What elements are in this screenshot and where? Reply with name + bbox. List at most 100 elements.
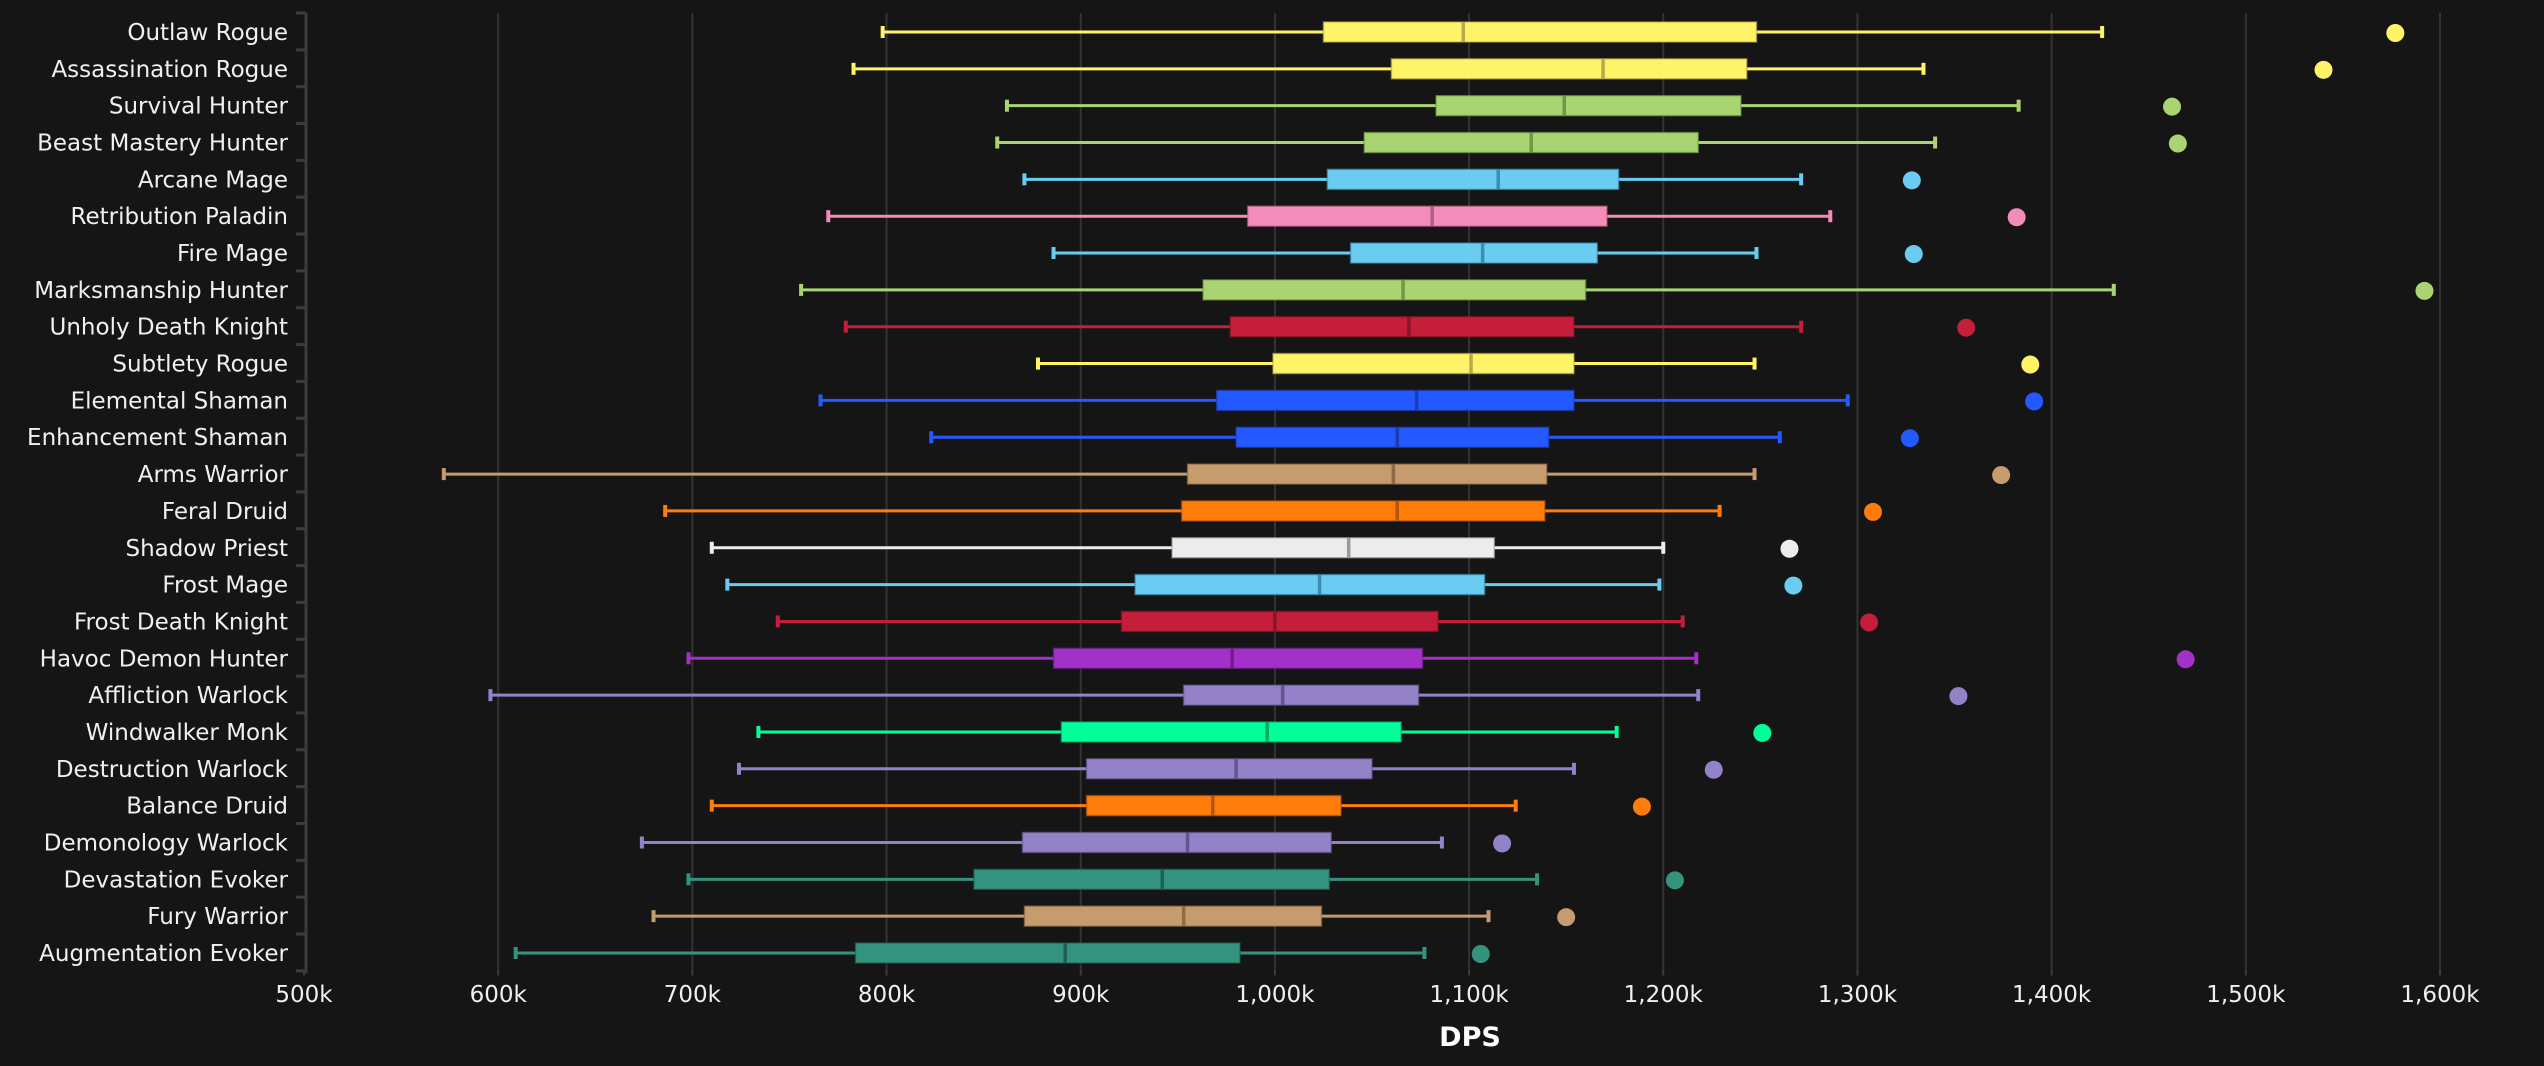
box-row: Marksmanship Hunter <box>34 278 2434 304</box>
row-label: Unholy Death Knight <box>50 315 288 341</box>
x-tick-label: 800k <box>858 982 916 1008</box>
outlier-dot <box>1949 687 1968 706</box>
box-row: Elemental Shaman <box>71 388 2044 414</box>
outlier-dot <box>1665 871 1684 890</box>
whisker-cap-high <box>1921 62 1926 75</box>
box-row: Subtlety Rogue <box>112 352 2040 378</box>
whisker-cap-low <box>709 541 714 554</box>
outlier-dot <box>1704 760 1723 779</box>
box-row: Frost Death Knight <box>74 609 1879 635</box>
iqr-box <box>1272 352 1575 375</box>
whisker-cap-high <box>1694 652 1699 665</box>
y-axis <box>296 11 308 974</box>
row-label: Beast Mastery Hunter <box>37 131 288 157</box>
whisker-cap-high <box>1422 947 1427 959</box>
row-label: Havoc Demon Hunter <box>40 646 289 672</box>
iqr-box <box>1235 426 1550 448</box>
whisker-cap-low <box>851 62 856 75</box>
whisker-cap-high <box>1799 320 1804 333</box>
whisker-cap-high <box>1717 504 1722 517</box>
x-tick-label: 1,300k <box>1818 982 1898 1008</box>
outlier-dot <box>1992 466 2011 485</box>
whisker-cap-low <box>686 652 691 665</box>
whisker-cap-low <box>826 210 831 223</box>
whisker-cap-high <box>1657 578 1662 591</box>
whisker-cap-high <box>1696 689 1701 702</box>
box-row: Assassination Rogue <box>51 57 2333 83</box>
whisker-cap-low <box>488 689 493 702</box>
box-row: Arms Warrior <box>138 462 2011 488</box>
outlier-dot <box>1632 797 1651 816</box>
whisker-cap-high <box>1486 910 1491 923</box>
x-tick-label: 1,500k <box>2206 982 2286 1008</box>
iqr-box <box>854 942 1241 964</box>
row-label: Fury Warrior <box>147 904 288 930</box>
outlier-dot <box>1780 539 1799 558</box>
whisker-cap-high <box>2100 26 2105 38</box>
whisker-cap-high <box>2111 283 2116 296</box>
box-row: Shadow Priest <box>125 536 1799 562</box>
iqr-box <box>1349 242 1599 264</box>
box-rows: Outlaw Rogue Assassination Rogue Survival … <box>27 20 2434 967</box>
x-tick-label: 1,100k <box>1430 982 1510 1008</box>
x-tick-label: 600k <box>470 982 528 1008</box>
x-tick-label: 1,400k <box>2012 982 2092 1008</box>
whisker-cap-high <box>1661 541 1666 554</box>
iqr-box <box>1060 721 1402 743</box>
whisker-cap-low <box>513 947 518 959</box>
outlier-dot <box>1902 171 1921 190</box>
outlier-dot <box>2415 281 2434 300</box>
iqr-box <box>1171 537 1496 559</box>
box-row: Affliction Warlock <box>88 683 1968 709</box>
whisker-cap-low <box>775 615 780 628</box>
iqr-box <box>1052 647 1424 670</box>
outlier-dot <box>1753 723 1772 742</box>
iqr-box <box>1215 389 1575 412</box>
outlier-dot <box>2386 24 2405 42</box>
row-label: Augmentation Evoker <box>39 941 288 967</box>
whisker-cap-high <box>1680 615 1685 628</box>
whisker-cap-low <box>1036 357 1041 370</box>
box-row: Retribution Paladin <box>71 204 2026 230</box>
row-label: Outlaw Rogue <box>127 20 288 46</box>
box-row: Windwalker Monk <box>86 720 1772 746</box>
row-label: Arms Warrior <box>138 462 289 488</box>
iqr-box <box>1134 573 1486 596</box>
x-axis-title: DPS <box>1439 1022 1501 1053</box>
whisker-cap-low <box>995 136 1000 149</box>
box-row: Havoc Demon Hunter <box>40 646 2195 672</box>
box-row: Frost Mage <box>162 573 1803 599</box>
row-label: Windwalker Monk <box>86 720 289 746</box>
whisker-cap-high <box>1799 173 1804 186</box>
iqr-box <box>973 868 1331 891</box>
whisker-cap-high <box>1571 762 1576 775</box>
iqr-box <box>1021 831 1332 854</box>
x-tick-label: 1,200k <box>1624 982 1704 1008</box>
iqr-box <box>1182 684 1420 706</box>
whisker-cap-low <box>818 394 823 407</box>
whisker-cap-low <box>1004 99 1009 112</box>
x-tick-label: 1,000k <box>1235 982 1315 1008</box>
whisker-cap-high <box>1535 873 1540 886</box>
row-label: Retribution Paladin <box>71 204 289 230</box>
whisker-cap-low <box>799 283 804 296</box>
outlier-dot <box>1784 576 1803 595</box>
row-label: Frost Mage <box>162 573 288 599</box>
outlier-dot <box>1863 502 1882 521</box>
whisker-cap-low <box>709 799 714 812</box>
outlier-dot <box>1904 245 1923 264</box>
outlier-dot <box>1557 908 1576 927</box>
whisker-cap-low <box>929 431 934 444</box>
box-row: Devastation Evoker <box>64 867 1684 893</box>
whisker-cap-low <box>1022 173 1027 186</box>
iqr-box <box>1322 21 1758 43</box>
box-row: Balance Druid <box>126 794 1651 820</box>
box-row: Feral Druid <box>162 499 1882 525</box>
whisker-cap-low <box>843 320 848 333</box>
box-row: Augmentation Evoker <box>39 941 1490 967</box>
row-label: Survival Hunter <box>109 94 289 120</box>
iqr-box <box>1390 58 1748 80</box>
outlier-dot <box>1471 945 1490 963</box>
box-row: Fire Mage <box>177 241 1923 267</box>
outlier-dot <box>1860 613 1879 632</box>
